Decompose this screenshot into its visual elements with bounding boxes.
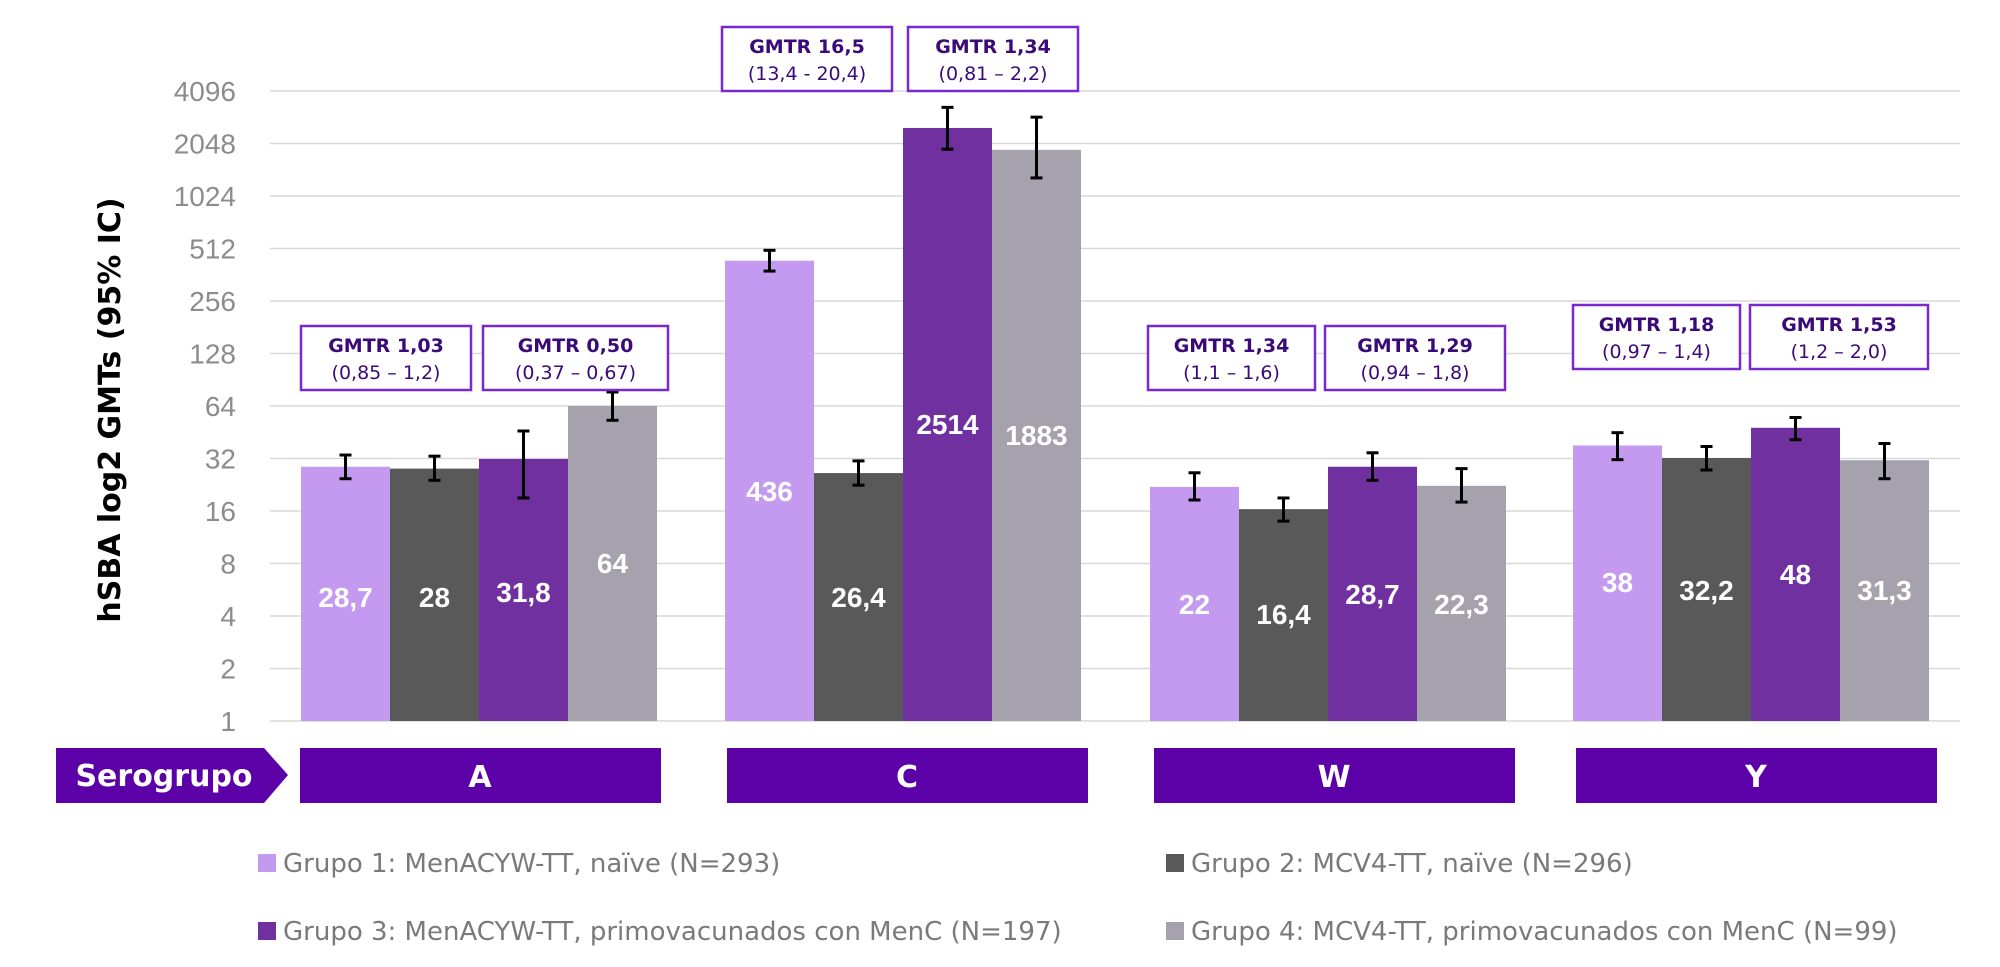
- y-tick-label: 4096: [174, 76, 236, 107]
- bar-value-label: 31,8: [496, 577, 551, 608]
- bar: [568, 406, 657, 721]
- category-band: [1154, 748, 1515, 803]
- gmtr-box: [1571, 303, 1742, 371]
- error-bars: [339, 105, 1891, 523]
- gmtr-value: GMTR 1,34: [935, 36, 1051, 58]
- bar-value-label: 28,7: [1345, 579, 1400, 610]
- legend-label: Grupo 4: MCV4-TT, primovacunados con Men…: [1191, 917, 1898, 947]
- bar: [1840, 460, 1929, 721]
- gmtr-value: GMTR 1,18: [1599, 314, 1715, 336]
- gmtr-value: GMTR 1,03: [328, 335, 444, 357]
- gmtr-box: [906, 25, 1080, 93]
- legend: Grupo 1: MenACYW-TT, naïve (N=293) Grupo …: [258, 849, 1898, 947]
- bar-value-labels: 28,7 436 22 38 28 26,4 16,4 32,2 31,8 2514 28,7 48 6…: [318, 409, 1912, 630]
- bar-value-label: 48: [1780, 559, 1811, 590]
- legend-swatch: [258, 922, 276, 940]
- category-band: [300, 748, 661, 803]
- y-tick-label: 16: [205, 496, 236, 527]
- y-tick-label: 64: [205, 391, 236, 422]
- gmtr-box: [720, 25, 894, 93]
- category-band: [727, 748, 1088, 803]
- y-tick-label: 1: [220, 706, 236, 737]
- bar: [725, 260, 814, 721]
- bar-value-label: 2514: [916, 409, 979, 440]
- bar-value-label: 31,3: [1857, 575, 1912, 606]
- bar-value-label: 64: [597, 548, 629, 579]
- bar-value-label: 1883: [1005, 420, 1067, 451]
- gmtr-box: [1748, 303, 1930, 371]
- bar: [479, 458, 568, 721]
- y-tick-label: 1024: [174, 181, 236, 212]
- gmtr-ci: (0,37 – 0,67): [515, 362, 636, 384]
- y-tick-label: 2048: [174, 129, 236, 160]
- legend-swatch: [1166, 854, 1184, 872]
- gmtr-value: GMTR 16,5: [749, 36, 865, 58]
- legend-swatch: [1166, 922, 1184, 940]
- gmtr-ci: (1,2 – 2,0): [1791, 341, 1888, 363]
- gmtr-value: GMTR 1,29: [1357, 335, 1473, 357]
- category-band: [1576, 748, 1937, 803]
- y-tick-label: 256: [189, 286, 236, 317]
- bar: [1751, 427, 1840, 721]
- bar-value-label: 26,4: [831, 582, 886, 613]
- y-tick-label: 2: [220, 654, 236, 685]
- serogroup-title: Serogrupo: [75, 759, 252, 794]
- gmtr-value: GMTR 0,50: [518, 335, 634, 357]
- bar: [1417, 485, 1506, 721]
- category-label: A: [468, 760, 492, 795]
- y-axis-ticks: 1 2 4 8 16 32 64 128 256 512 1024 2048 4096: [174, 76, 236, 737]
- bar: [390, 468, 479, 721]
- bar: [1662, 458, 1751, 721]
- bar: [814, 473, 903, 721]
- bar: [301, 466, 390, 721]
- bar-value-label: 22: [1179, 589, 1210, 620]
- bar-value-label: 436: [746, 476, 793, 507]
- y-tick-label: 128: [189, 339, 236, 370]
- bar: [1328, 466, 1417, 721]
- gmtr-box: [299, 324, 473, 392]
- bar: [992, 149, 1081, 722]
- legend-label: Grupo 1: MenACYW-TT, naïve (N=293): [283, 849, 780, 879]
- gmtr-ci: (0,81 – 2,2): [939, 63, 1048, 85]
- gmtr-ci: (0,85 – 1,2): [332, 362, 441, 384]
- gmtr-value: GMTR 1,53: [1781, 314, 1897, 336]
- bar-value-label: 28: [419, 582, 450, 613]
- category-label: W: [1317, 760, 1350, 795]
- legend-label: Grupo 3: MenACYW-TT, primovacunados con …: [283, 917, 1062, 947]
- gmtr-ci: (1,1 – 1,6): [1183, 362, 1280, 384]
- gmtr-annotations: GMTR 1,03 (0,85 – 1,2) GMTR 0,50 (0,37 – 0,…: [299, 25, 1930, 392]
- gmtr-box: [481, 324, 670, 392]
- gmtr-value: GMTR 1,34: [1174, 335, 1290, 357]
- bar: [1239, 509, 1328, 721]
- gmtr-ci: (13,4 - 20,4): [748, 63, 866, 85]
- y-tick-label: 512: [189, 234, 236, 265]
- bar-value-label: 38: [1602, 567, 1633, 598]
- bar-value-label: 28,7: [318, 582, 373, 613]
- category-label: Y: [1744, 760, 1768, 795]
- bar: [1150, 486, 1239, 721]
- gmtr-ci: (0,94 – 1,8): [1361, 362, 1470, 384]
- serogroup-row: Serogrupo A C W Y: [56, 748, 1937, 803]
- gmtr-ci: (0,97 – 1,4): [1602, 341, 1711, 363]
- gmtr-box: [1146, 324, 1317, 392]
- y-tick-label: 4: [220, 601, 236, 632]
- y-axis-label: hSBA log2 GMTs (95% IC): [93, 197, 128, 622]
- bar-value-label: 32,2: [1679, 575, 1734, 606]
- serogroup-title-arrow: [56, 748, 288, 803]
- bars: [301, 127, 1929, 722]
- legend-label: Grupo 2: MCV4-TT, naïve (N=296): [1191, 849, 1633, 879]
- y-tick-label: 32: [205, 444, 236, 475]
- gmtr-box: [1323, 324, 1507, 392]
- bar-value-label: 22,3: [1434, 589, 1489, 620]
- category-label: C: [896, 760, 918, 795]
- bar: [1573, 445, 1662, 721]
- bar-value-label: 16,4: [1256, 599, 1311, 630]
- y-tick-label: 8: [220, 549, 236, 580]
- bar: [903, 127, 992, 722]
- legend-swatch: [258, 854, 276, 872]
